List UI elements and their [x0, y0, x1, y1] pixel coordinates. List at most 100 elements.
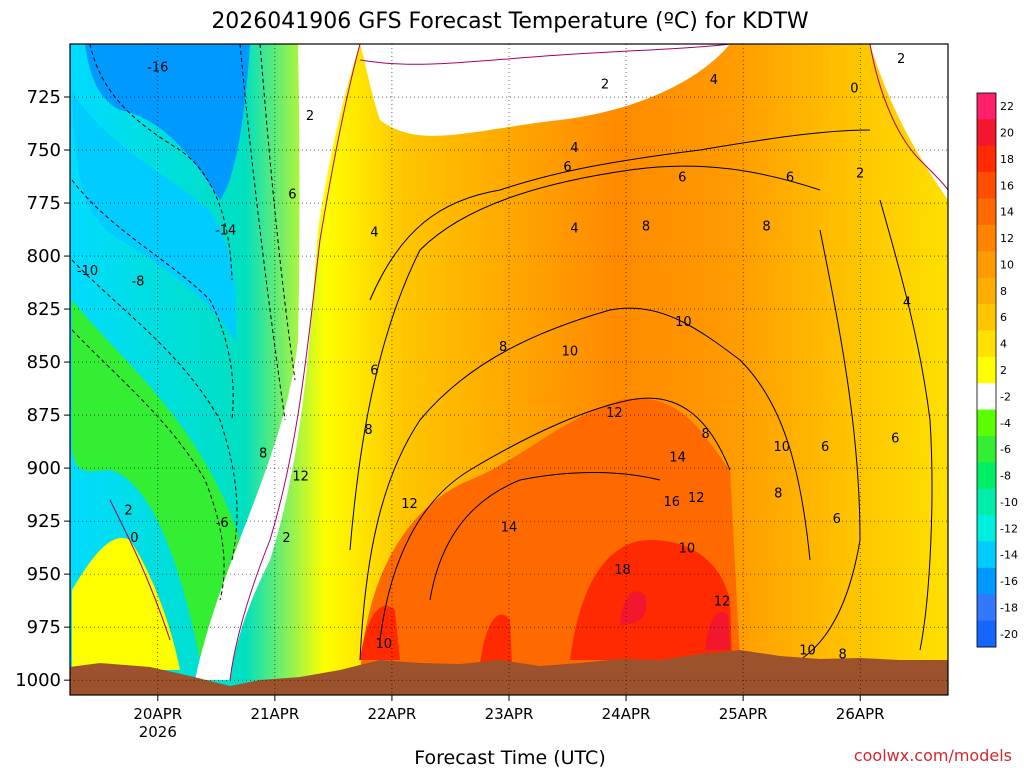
cold-mid-region [72, 90, 237, 340]
colorbar-label: -2 [1000, 390, 1011, 403]
colorbar-label: -12 [1000, 522, 1018, 535]
x-tick-label: 26APR [836, 705, 885, 723]
colorbar-label: -10 [1000, 496, 1018, 509]
colorbar-swatch [977, 567, 996, 595]
contour-magenta [109, 499, 171, 641]
hot-spot-3 [360, 605, 400, 660]
contour-label: 6 [288, 188, 296, 203]
contour-label: 8 [642, 219, 650, 234]
contour-label: 12 [688, 491, 705, 506]
contour-label: 2 [856, 166, 864, 181]
contour-labels: -16 -14 -10 -8 -6 2 0 2 2 6 4 6 8 8 12 12 8 6 4 2 4 10 12 14 18 1… [77, 52, 911, 663]
colorbar-swatch [977, 251, 996, 279]
contour-line [369, 129, 871, 301]
contour-label: -8 [131, 274, 144, 289]
contour-lines [71, 44, 948, 681]
contour-label: -16 [147, 60, 168, 75]
contour-line [359, 307, 811, 661]
colorbar-swatch [977, 304, 996, 331]
contour-magenta [359, 44, 731, 65]
y-tick-label: 825 [27, 299, 61, 320]
colorbar-label: -4 [1000, 417, 1011, 430]
contour-label: 12 [714, 595, 731, 610]
contour-dashed [71, 259, 238, 561]
contour-label: 12 [401, 497, 418, 512]
x-tick-label: 23APR [485, 705, 534, 723]
colorbar-swatch [977, 198, 996, 226]
colorbar-label: 8 [1000, 285, 1007, 298]
y-tick-label: 925 [27, 511, 61, 532]
x-tick-label: 22APR [368, 705, 417, 723]
contour-label: 10 [679, 542, 696, 557]
colorbar-swatch [977, 541, 996, 569]
grid [70, 44, 948, 695]
contour-label: 4 [903, 296, 911, 311]
colorbar-label: -6 [1000, 443, 1011, 456]
colorbar-label: -18 [1000, 601, 1018, 614]
contour-label: 0 [130, 531, 138, 546]
colorbar-label: 16 [1000, 179, 1014, 192]
contour-line [799, 229, 861, 661]
colorbar-label: -14 [1000, 549, 1018, 562]
contour-label: 6 [563, 160, 571, 175]
cold-core-region [85, 44, 250, 200]
contour-dashed [71, 179, 234, 421]
contour-label: 8 [774, 487, 782, 502]
colorbar-label: -16 [1000, 575, 1018, 588]
colorbar: 22 20 18 16 14 12 10 8 6 4 2 -2 -4 -6 -8 -10 -12 -14 -16 -1… [976, 92, 1018, 648]
lower-left-yellow [72, 538, 180, 670]
contour-label: 12 [606, 406, 623, 421]
contour-label: 4 [370, 226, 378, 241]
x-tick-label: 21APR [250, 705, 299, 723]
temperature-field [70, 44, 948, 695]
y-tick-label: 750 [27, 140, 61, 161]
colorbar-label: 12 [1000, 232, 1014, 245]
green-region [72, 300, 240, 660]
contour-label: 8 [838, 648, 846, 663]
contour-label: 4 [570, 221, 578, 236]
contour-label: -14 [215, 224, 236, 239]
contour-label: 10 [675, 315, 692, 330]
y-tick-label: 800 [27, 246, 61, 267]
contour-line [379, 397, 731, 641]
x-tick-label: 25APR [719, 705, 768, 723]
contour-label: -6 [216, 516, 229, 531]
contour-label: 2 [124, 504, 132, 519]
contour-dashed [239, 44, 286, 421]
contour-label: 0 [850, 82, 858, 97]
colorbar-label: 14 [1000, 206, 1014, 219]
y-tick-label: 1000 [15, 670, 61, 691]
contour-label: 8 [762, 219, 770, 234]
contour-magenta [229, 44, 361, 681]
colorbar-label: 20 [1000, 127, 1014, 140]
colorbar-swatch [977, 119, 996, 147]
colorbar-swatch [977, 594, 996, 622]
hot-spot-2 [705, 611, 730, 650]
colorbar-label: 10 [1000, 258, 1014, 271]
contour-label: 4 [570, 141, 578, 156]
colorbar-label: 22 [1000, 100, 1014, 113]
colorbar-swatch [977, 620, 996, 648]
contour-line [429, 472, 661, 601]
y-tick-label: 875 [27, 405, 61, 426]
contour-line [879, 199, 933, 651]
colorbar-swatch [977, 330, 996, 358]
contour-magenta [869, 44, 948, 191]
contour-dashed [259, 44, 296, 381]
x-tick-label: 20APR [133, 705, 182, 723]
y-tick-label: 850 [27, 352, 61, 373]
contour-label: 10 [375, 637, 392, 652]
colorbar-label: 2 [1000, 364, 1007, 377]
contour-label: 8 [499, 340, 507, 355]
colorbar-label: -20 [1000, 628, 1018, 641]
colorbar-swatch [977, 93, 996, 120]
hot-spot-1 [620, 591, 647, 625]
warm-top-white [360, 44, 730, 136]
contour-label: 6 [786, 171, 794, 186]
contour-label: 2 [897, 52, 905, 67]
x-axis: 20APR 21APR 22APR 23APR 24APR 25APR 26APR 2026 [133, 695, 885, 741]
right-top-white [870, 44, 948, 200]
colorbar-swatch [977, 462, 996, 490]
contour-label: 6 [678, 171, 686, 186]
